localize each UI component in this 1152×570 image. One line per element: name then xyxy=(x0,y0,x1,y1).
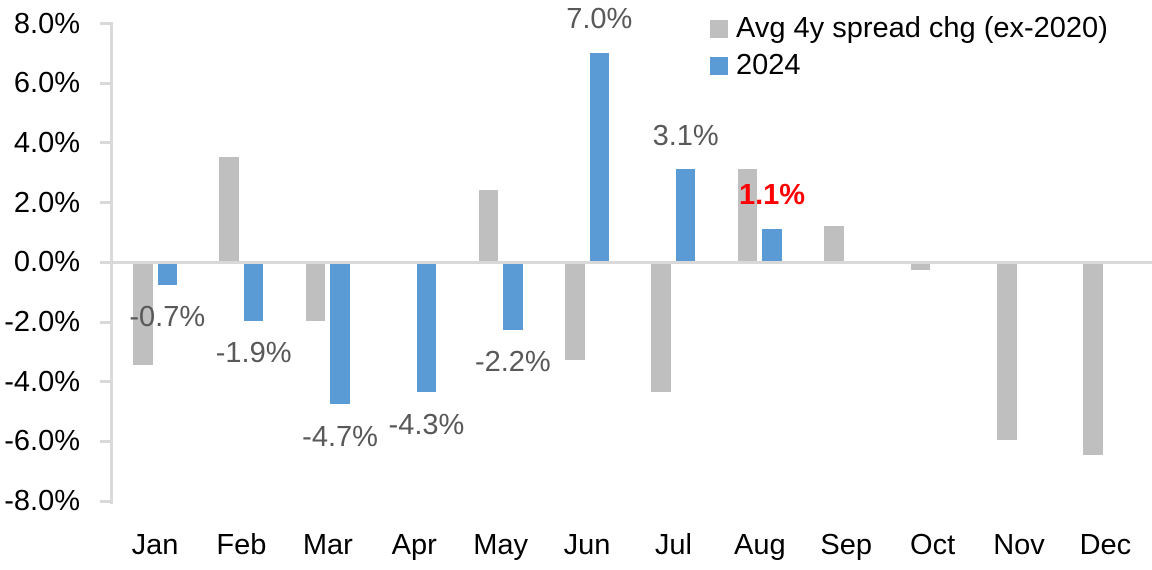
y-tick-label: 8.0% xyxy=(13,7,80,40)
y-tick-mark xyxy=(100,81,113,85)
bar-2024-apr xyxy=(416,264,437,393)
y-tick-label: 6.0% xyxy=(13,67,80,100)
legend-entry-2024: 2024 xyxy=(710,47,1108,84)
bar-2024-feb xyxy=(243,264,264,321)
data-label-jul: 3.1% xyxy=(652,119,719,152)
bar-2024-may xyxy=(503,264,523,330)
y-tick-mark xyxy=(100,499,113,503)
y-tick-mark xyxy=(100,260,113,264)
y-tick-label: -4.0% xyxy=(4,365,80,398)
data-label-may: -2.2% xyxy=(474,345,551,378)
legend: Avg 4y spread chg (ex-2020) 2024 xyxy=(710,10,1108,84)
data-label-jun: 7.0% xyxy=(566,3,633,36)
bar-2024-aug xyxy=(762,228,782,262)
bar-2024-jun xyxy=(589,52,609,262)
bar-avg-mar xyxy=(305,264,326,321)
y-axis-line xyxy=(110,23,113,505)
y-tick-mark xyxy=(100,439,113,443)
legend-label-avg: Avg 4y spread chg (ex-2020) xyxy=(736,12,1108,44)
bar-avg-feb xyxy=(219,157,239,262)
bar-avg-jan xyxy=(133,264,153,366)
y-tick-label: -8.0% xyxy=(4,485,80,518)
legend-entry-avg: Avg 4y spread chg (ex-2020) xyxy=(710,10,1108,47)
bar-avg-jun xyxy=(565,264,585,360)
y-tick-mark xyxy=(100,320,113,324)
x-label-aug: Aug xyxy=(733,529,786,561)
bar-avg-sep xyxy=(824,225,844,262)
legend-label-2024: 2024 xyxy=(736,49,801,81)
x-label-jun: Jun xyxy=(563,529,611,561)
data-label-jan: -0.7% xyxy=(129,301,206,334)
y-tick-mark xyxy=(100,22,113,25)
bar-2024-mar xyxy=(330,264,350,405)
y-tick-label: 2.0% xyxy=(13,186,80,219)
bar-2024-jan xyxy=(157,264,177,285)
data-label-aug: 1.1% xyxy=(738,179,806,212)
y-tick-label: -6.0% xyxy=(4,425,80,458)
bar-avg-oct xyxy=(910,264,931,270)
x-label-dec: Dec xyxy=(1079,529,1132,561)
x-label-mar: Mar xyxy=(302,529,353,561)
y-tick-label: -2.0% xyxy=(4,306,80,338)
data-label-apr: -4.3% xyxy=(388,408,465,441)
x-label-nov: Nov xyxy=(993,529,1045,561)
bar-avg-may xyxy=(478,189,499,262)
y-tick-mark xyxy=(100,201,113,205)
y-tick-label: 4.0% xyxy=(13,126,80,159)
x-axis-zero-line xyxy=(110,260,1152,264)
bar-avg-nov xyxy=(997,264,1017,441)
legend-swatch-avg xyxy=(710,19,728,38)
legend-swatch-2024 xyxy=(710,56,728,75)
x-label-jan: Jan xyxy=(131,529,179,561)
bar-avg-jul xyxy=(651,264,671,393)
x-label-apr: Apr xyxy=(391,529,437,561)
y-tick-label: 0.0% xyxy=(13,246,80,279)
y-tick-mark xyxy=(100,380,113,384)
bar-avg-dec xyxy=(1083,264,1103,456)
x-label-feb: Feb xyxy=(216,529,267,561)
x-label-may: May xyxy=(473,529,528,561)
bar-avg-aug xyxy=(737,168,758,262)
data-label-mar: -4.7% xyxy=(302,420,378,453)
x-label-jul: Jul xyxy=(654,529,692,561)
data-label-feb: -1.9% xyxy=(215,337,292,369)
bar-2024-jul xyxy=(675,168,696,262)
x-label-oct: Oct xyxy=(910,529,956,561)
y-tick-mark xyxy=(100,141,113,145)
x-label-sep: Sep xyxy=(820,529,872,561)
